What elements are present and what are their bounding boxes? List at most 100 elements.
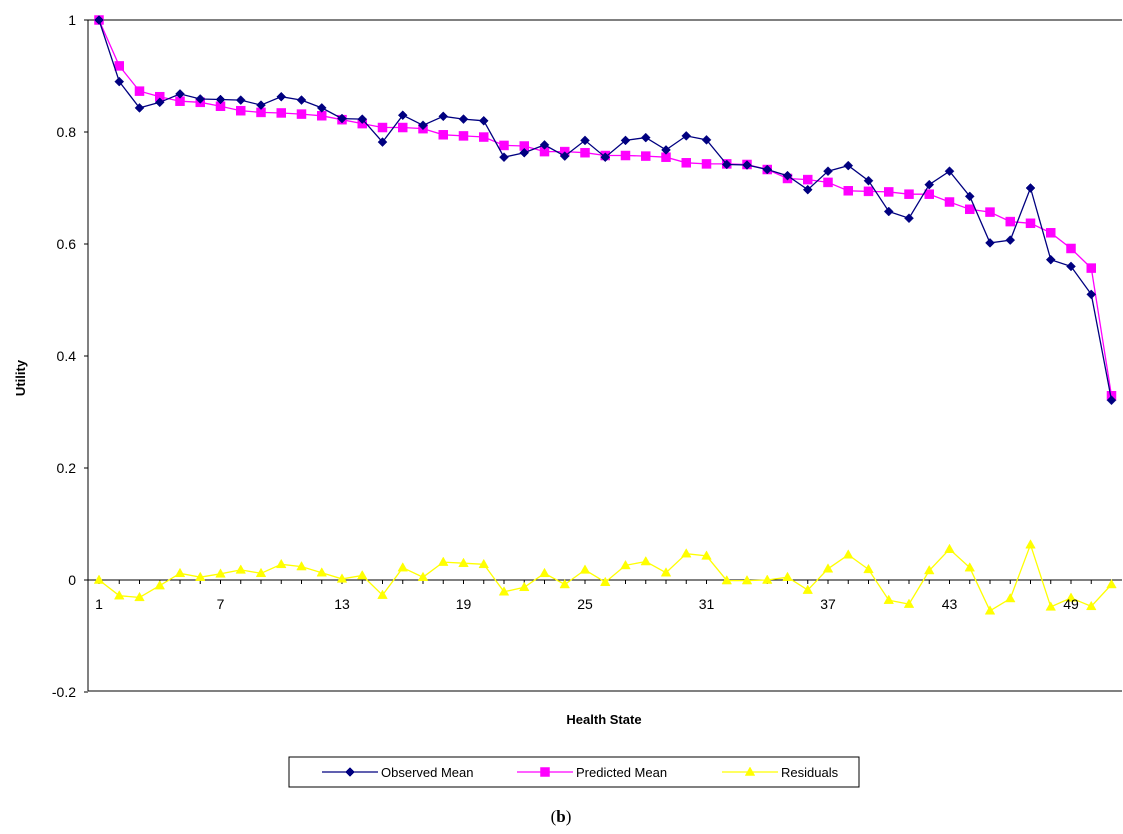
data-point — [803, 174, 813, 185]
legend-marker — [345, 767, 355, 777]
axes — [84, 19, 1122, 693]
data-point — [1005, 216, 1015, 227]
data-point — [924, 179, 935, 190]
data-point — [701, 159, 712, 169]
x-tick-label: 13 — [334, 596, 350, 612]
data-point — [600, 152, 611, 163]
data-point — [802, 584, 813, 594]
data-point — [1046, 228, 1056, 238]
data-point — [620, 135, 631, 146]
x-tick-label: 31 — [699, 596, 715, 612]
data-point — [863, 175, 874, 186]
data-point — [418, 120, 428, 131]
y-tick-label: 1 — [68, 12, 76, 28]
data-point — [883, 594, 894, 604]
data-point — [802, 184, 813, 195]
data-point — [458, 114, 469, 124]
data-point — [1106, 395, 1117, 406]
series-predicted-mean — [94, 15, 1117, 401]
data-point — [539, 567, 550, 578]
y-tick-label: 0.8 — [57, 124, 77, 140]
data-point — [661, 145, 671, 155]
legend-item: Observed Mean — [322, 765, 474, 780]
data-point — [498, 586, 510, 596]
data-point — [296, 561, 307, 571]
data-point — [235, 564, 246, 574]
data-point — [499, 140, 509, 151]
legend-label: Residuals — [781, 765, 839, 780]
data-point — [337, 113, 347, 124]
data-point — [641, 151, 651, 161]
data-point — [1045, 254, 1056, 265]
data-point — [1025, 218, 1036, 229]
data-point — [944, 166, 955, 177]
y-tick-label: 0.4 — [57, 348, 77, 364]
data-point — [884, 187, 894, 197]
data-point — [357, 114, 368, 124]
data-point — [235, 95, 246, 105]
data-point — [863, 563, 874, 574]
x-axis-title: Health State — [566, 712, 641, 727]
series-observed-mean — [94, 15, 1117, 406]
data-point — [721, 575, 732, 585]
data-point — [782, 571, 793, 581]
x-tick-label: 1 — [95, 596, 103, 612]
data-point — [742, 160, 752, 170]
data-point — [944, 543, 955, 553]
series-residuals — [93, 539, 1117, 615]
caption-close-paren: ) — [566, 807, 572, 826]
data-point — [620, 559, 631, 570]
data-point — [965, 204, 975, 215]
data-point — [296, 95, 307, 105]
data-point — [93, 574, 105, 584]
x-tick-label: 25 — [577, 596, 593, 612]
y-tick-label: -0.2 — [52, 684, 76, 700]
x-tick-label: 37 — [820, 596, 836, 612]
data-point — [397, 562, 408, 572]
data-point — [701, 134, 712, 145]
x-tick-label: 49 — [1063, 596, 1079, 612]
data-point — [397, 110, 408, 121]
data-point — [316, 567, 327, 577]
data-point — [660, 567, 672, 577]
data-point — [438, 556, 449, 566]
data-point — [782, 170, 793, 181]
data-point — [681, 548, 692, 558]
data-point — [398, 122, 408, 133]
data-point — [1106, 578, 1117, 589]
data-point — [1025, 539, 1036, 549]
series-layer — [93, 15, 1117, 615]
data-point — [681, 158, 691, 168]
x-tick-label: 19 — [456, 596, 472, 612]
data-point — [559, 151, 570, 161]
data-point — [478, 115, 489, 126]
data-point — [438, 130, 448, 140]
data-point — [580, 147, 590, 158]
data-point — [276, 108, 286, 118]
data-point — [1086, 263, 1096, 273]
data-point — [762, 164, 773, 175]
data-point — [377, 122, 388, 133]
data-point — [640, 556, 651, 566]
data-point — [823, 166, 833, 177]
legend-label: Predicted Mean — [576, 765, 667, 780]
data-point — [134, 591, 145, 602]
y-tick-label: 0.2 — [57, 460, 77, 476]
data-point — [438, 111, 449, 122]
data-point — [357, 570, 368, 580]
caption-letter: b — [556, 807, 565, 826]
data-point — [215, 94, 226, 105]
data-point — [640, 132, 651, 143]
x-tick-label: 7 — [217, 596, 225, 612]
data-point — [417, 571, 429, 581]
x-tick-label: 43 — [942, 596, 958, 612]
data-point — [195, 571, 206, 581]
data-point — [559, 578, 570, 589]
data-point — [1025, 183, 1036, 193]
data-point — [1045, 601, 1056, 611]
data-point — [175, 89, 185, 99]
data-point — [134, 103, 145, 113]
data-point — [94, 15, 104, 25]
data-point — [519, 581, 530, 592]
